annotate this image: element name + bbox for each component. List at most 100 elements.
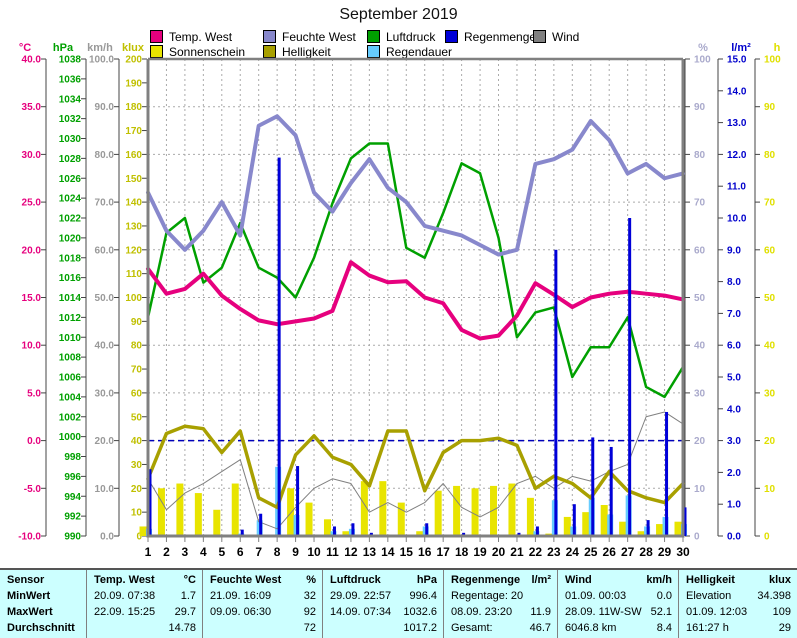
svg-text:-5.0: -5.0 [24,484,42,495]
svg-text:24: 24 [566,545,580,559]
svg-text:1008: 1008 [59,353,82,364]
legend-item-feuchte-west: Feuchte West [263,29,356,44]
legend-swatch-icon [367,30,380,43]
table-column: Helligkeit klux Elevation 34.398 01.09. 12:0… [678,570,797,638]
svg-text:4.0: 4.0 [727,404,741,415]
cell-text: 20.09. 07:38 [94,590,156,602]
svg-text:60: 60 [131,388,143,399]
svg-text:90: 90 [131,317,143,328]
legend-label: Feuchte West [282,29,356,44]
cell-text: Helligkeit [686,574,735,586]
axis-klux: klux200190180170160150140130120110100908… [122,42,148,543]
legend-label: Helligkeit [282,44,331,59]
svg-text:180: 180 [125,102,142,113]
svg-text:13.0: 13.0 [727,118,747,129]
svg-text:60: 60 [764,245,776,256]
svg-text:100: 100 [764,55,781,66]
svg-text:30.0: 30.0 [95,388,115,399]
svg-text:10: 10 [307,545,321,559]
svg-text:20: 20 [131,484,143,495]
table-cell: Feuchte West% [210,572,316,588]
table-cell: 20.09. 07:38 1.7 [94,588,196,604]
svg-text:8: 8 [274,545,281,559]
svg-text:1020: 1020 [59,233,82,244]
svg-text:%: % [698,42,708,54]
legend-swatch-icon [150,45,163,58]
table-cell: 72 [210,620,316,636]
svg-text:150: 150 [125,174,142,185]
svg-text:5.0: 5.0 [727,373,741,384]
cell-value: l/m² [531,574,551,586]
svg-text:190: 190 [125,78,142,89]
svg-text:10: 10 [131,508,143,519]
svg-text:26: 26 [603,545,617,559]
table-cell: 08.09. 23:20 11.9 [451,604,551,620]
axis-C: °C40.0 35.0 30.0 25.0 20.0 15.0 10.0 5.0 0.0 -5.0… [18,42,47,543]
cell-text: Regentage: 20 [451,590,524,602]
legend-label: Regenmenge [464,29,537,44]
svg-text:1010: 1010 [59,333,82,344]
table-cell: 01.09. 12:03 109 [686,604,791,620]
svg-text:30.0: 30.0 [22,150,42,161]
cell-value: 11.9 [530,606,551,618]
table-row-labels: Sensor MinWert MaxWert Durchschnitt [0,570,86,638]
svg-text:1002: 1002 [59,412,82,423]
legend-item-sonnenschein: Sonnenschein [150,45,245,59]
table-column: Temp. West °C 20.09. 07:38 1.7 22.09. 15:25 2… [86,570,202,638]
svg-text:7: 7 [255,545,262,559]
svg-text:50.0: 50.0 [95,293,115,304]
svg-text:994: 994 [64,492,81,503]
cell-text: 01.09. 00:03 [565,590,627,602]
svg-text:17: 17 [436,545,450,559]
svg-text:20: 20 [492,545,506,559]
svg-text:990: 990 [64,532,81,543]
cell-value: 92 [303,606,316,618]
svg-text:35.0: 35.0 [22,102,42,113]
svg-text:1024: 1024 [59,194,82,205]
svg-text:11.0: 11.0 [727,182,746,193]
cell-value: 1.7 [180,590,196,602]
table-cell: Luftdruck hPa [330,572,437,588]
svg-text:12.0: 12.0 [727,150,747,161]
svg-text:3.0: 3.0 [727,436,741,447]
svg-text:0.0: 0.0 [27,436,41,447]
svg-text:1036: 1036 [59,74,82,85]
table-cell: Sensor [7,572,80,588]
cell-text: Wind [565,574,592,586]
svg-text:11: 11 [326,545,339,559]
table-cell: MinWert [7,588,80,604]
x-axis: 1 2 3 4 5 6 7 8 9 10 11 12 13 14 15 16 17 18 19 20 21 22 23 24 2… [145,537,690,559]
chart-title: September 2019 [339,6,458,23]
legend-item-regendauer: Regendauer [367,45,452,59]
svg-text:1004: 1004 [59,392,82,403]
svg-text:25.0: 25.0 [22,198,42,209]
svg-text:70.0: 70.0 [95,198,115,209]
svg-text:160: 160 [125,150,142,161]
svg-text:4: 4 [200,545,207,559]
cell-text: Regenmenge [451,574,521,586]
legend-swatch-icon [445,30,458,43]
svg-text:13: 13 [363,545,377,559]
svg-text:70: 70 [694,198,706,209]
table-cell: 09.09. 06:30 92 [210,604,316,620]
svg-text:90: 90 [694,102,706,113]
svg-text:1: 1 [145,545,152,559]
svg-text:25: 25 [584,545,598,559]
cell-value: 29.7 [174,606,196,618]
svg-text:80: 80 [131,341,143,352]
cell-value: 46.7 [529,622,551,634]
svg-text:130: 130 [125,221,142,232]
svg-text:29: 29 [658,545,672,559]
svg-text:1026: 1026 [59,174,82,185]
cell-text: MaxWert [7,606,53,618]
cell-value: 1017.2 [403,622,437,634]
table-column: Luftdruck hPa 29.09. 22:57 996.4 14.09. 07:3… [322,570,443,638]
svg-text:1000: 1000 [59,432,82,443]
svg-text:40: 40 [131,436,143,447]
svg-text:80: 80 [764,150,776,161]
svg-text:40.0: 40.0 [22,55,42,66]
svg-text:hPa: hPa [53,42,74,54]
